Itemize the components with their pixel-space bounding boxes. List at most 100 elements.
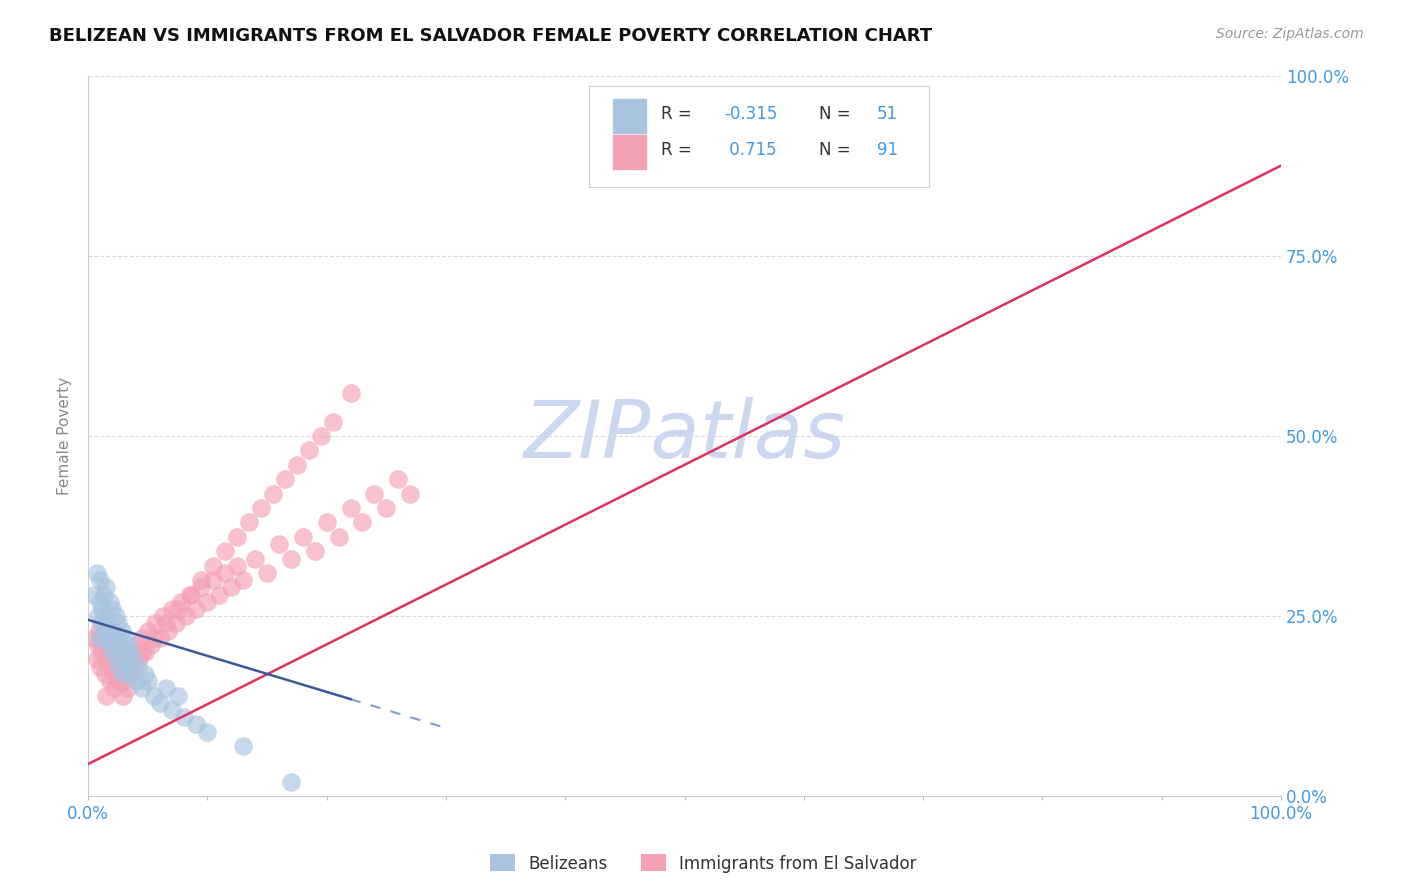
Point bbox=[155, 681, 177, 696]
Point bbox=[315, 516, 337, 530]
Point bbox=[267, 537, 290, 551]
Point bbox=[291, 530, 314, 544]
Point bbox=[89, 573, 111, 587]
Point bbox=[221, 580, 243, 594]
Point bbox=[155, 616, 177, 631]
Point bbox=[125, 674, 148, 689]
Point bbox=[112, 674, 135, 689]
Point bbox=[110, 659, 132, 673]
Point bbox=[117, 681, 139, 696]
Point bbox=[125, 638, 148, 652]
Text: 91: 91 bbox=[876, 141, 897, 159]
Text: 51: 51 bbox=[876, 104, 897, 123]
Point bbox=[128, 652, 150, 666]
Point bbox=[97, 616, 120, 631]
Point bbox=[322, 415, 344, 429]
Point bbox=[105, 652, 128, 666]
Point bbox=[100, 659, 122, 673]
Point bbox=[226, 558, 249, 573]
Point bbox=[190, 573, 212, 587]
Point bbox=[166, 602, 188, 616]
Point bbox=[180, 588, 202, 602]
Point bbox=[197, 595, 219, 609]
Point bbox=[89, 659, 111, 673]
Text: 0.715: 0.715 bbox=[724, 141, 776, 159]
Point bbox=[136, 624, 159, 638]
Point bbox=[363, 486, 385, 500]
Point bbox=[170, 595, 193, 609]
Point bbox=[94, 652, 117, 666]
Point bbox=[165, 616, 187, 631]
Point bbox=[103, 681, 125, 696]
Point bbox=[101, 602, 124, 616]
Point bbox=[93, 588, 115, 602]
Point bbox=[134, 666, 156, 681]
Point bbox=[83, 631, 105, 645]
Point bbox=[174, 609, 197, 624]
Point bbox=[208, 588, 231, 602]
Point bbox=[118, 659, 141, 673]
Point bbox=[136, 674, 159, 689]
Point bbox=[104, 609, 127, 624]
Point bbox=[339, 385, 361, 400]
Point bbox=[179, 588, 201, 602]
Point bbox=[98, 674, 121, 689]
Point bbox=[131, 631, 153, 645]
Point bbox=[86, 566, 108, 580]
Text: -0.315: -0.315 bbox=[724, 104, 778, 123]
Point bbox=[101, 624, 124, 638]
Point bbox=[105, 652, 128, 666]
Point bbox=[103, 631, 125, 645]
Point bbox=[352, 516, 374, 530]
Point bbox=[387, 472, 409, 486]
Point bbox=[86, 652, 108, 666]
Point bbox=[166, 689, 188, 703]
Point bbox=[339, 501, 361, 516]
Point bbox=[285, 458, 308, 472]
Point bbox=[124, 659, 146, 673]
Point bbox=[91, 631, 114, 645]
Y-axis label: Female Poverty: Female Poverty bbox=[58, 376, 72, 495]
Point bbox=[232, 573, 254, 587]
Point bbox=[111, 666, 134, 681]
Text: N =: N = bbox=[820, 141, 856, 159]
Point bbox=[94, 666, 117, 681]
Point bbox=[238, 516, 260, 530]
Point bbox=[107, 638, 129, 652]
Point bbox=[94, 580, 117, 594]
Point bbox=[89, 595, 111, 609]
Legend: Belizeans, Immigrants from El Salvador: Belizeans, Immigrants from El Salvador bbox=[482, 847, 924, 880]
Point bbox=[90, 645, 112, 659]
Point bbox=[243, 551, 266, 566]
Point bbox=[87, 631, 110, 645]
Point bbox=[103, 645, 125, 659]
Point bbox=[160, 703, 183, 717]
Point bbox=[103, 631, 125, 645]
Point bbox=[304, 544, 326, 558]
Point bbox=[256, 566, 278, 580]
Point bbox=[86, 609, 108, 624]
Bar bbox=[613, 99, 647, 133]
Point bbox=[107, 631, 129, 645]
Point bbox=[157, 624, 180, 638]
Point bbox=[86, 638, 108, 652]
Point bbox=[110, 624, 132, 638]
Point bbox=[328, 530, 350, 544]
Point bbox=[94, 609, 117, 624]
Point bbox=[143, 616, 166, 631]
Point bbox=[100, 638, 122, 652]
Point bbox=[280, 775, 302, 789]
Point bbox=[108, 674, 131, 689]
Point bbox=[375, 501, 398, 516]
Text: R =: R = bbox=[661, 104, 697, 123]
Point bbox=[127, 659, 149, 673]
Point bbox=[115, 645, 138, 659]
Point bbox=[94, 689, 117, 703]
Point bbox=[141, 638, 163, 652]
Point bbox=[121, 645, 143, 659]
Text: ZIPatlas: ZIPatlas bbox=[523, 397, 845, 475]
Point bbox=[202, 573, 225, 587]
Point bbox=[94, 624, 117, 638]
Point bbox=[214, 566, 236, 580]
Point bbox=[226, 530, 249, 544]
